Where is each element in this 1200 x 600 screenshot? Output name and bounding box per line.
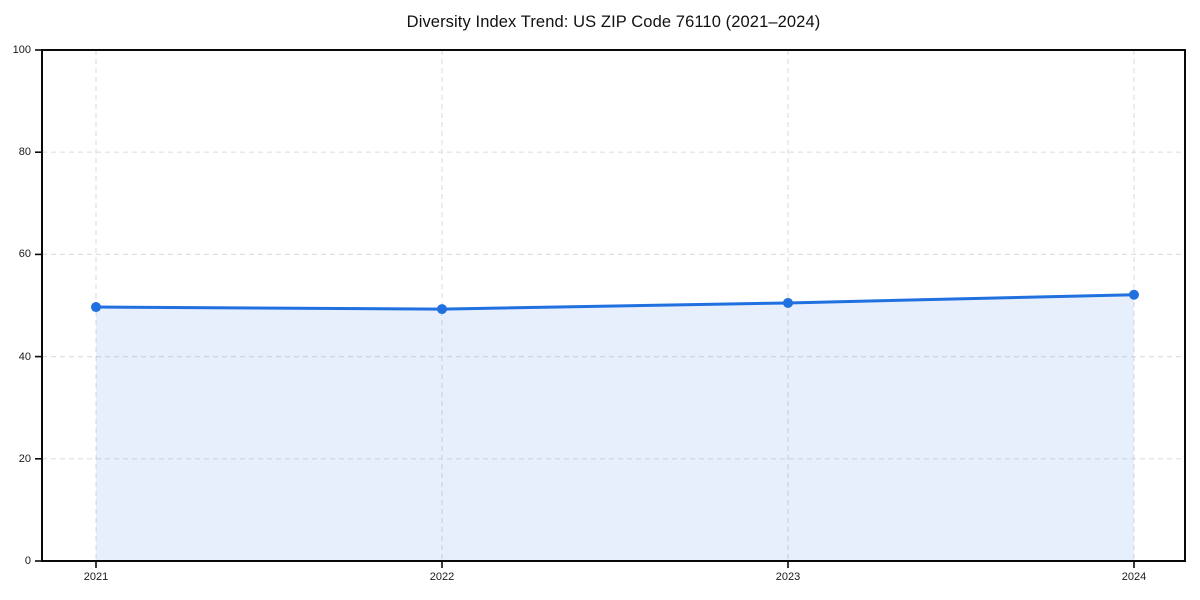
data-point-marker	[437, 304, 447, 315]
area-fill	[96, 294, 1134, 561]
y-tick-label: 60	[18, 248, 31, 261]
x-tick-label: 2023	[775, 571, 801, 583]
x-tick-label: 2021	[83, 571, 109, 583]
data-point-marker	[1129, 289, 1139, 300]
trend-line	[94, 293, 1136, 311]
plot-border	[41, 49, 1186, 562]
data-point-marker	[783, 297, 793, 308]
x-tick-label: 2022	[429, 571, 455, 583]
y-tick-label: 80	[18, 146, 31, 159]
data-point-marker	[91, 302, 101, 313]
x-tick-label: 2024	[1121, 571, 1147, 583]
y-tick-label: 100	[12, 44, 31, 56]
chart-title: Diversity Index Trend: US ZIP Code 76110…	[406, 13, 821, 31]
y-tick-label: 20	[18, 452, 31, 465]
y-tick-label: 40	[18, 350, 31, 363]
y-tick-label: 0	[24, 555, 31, 567]
